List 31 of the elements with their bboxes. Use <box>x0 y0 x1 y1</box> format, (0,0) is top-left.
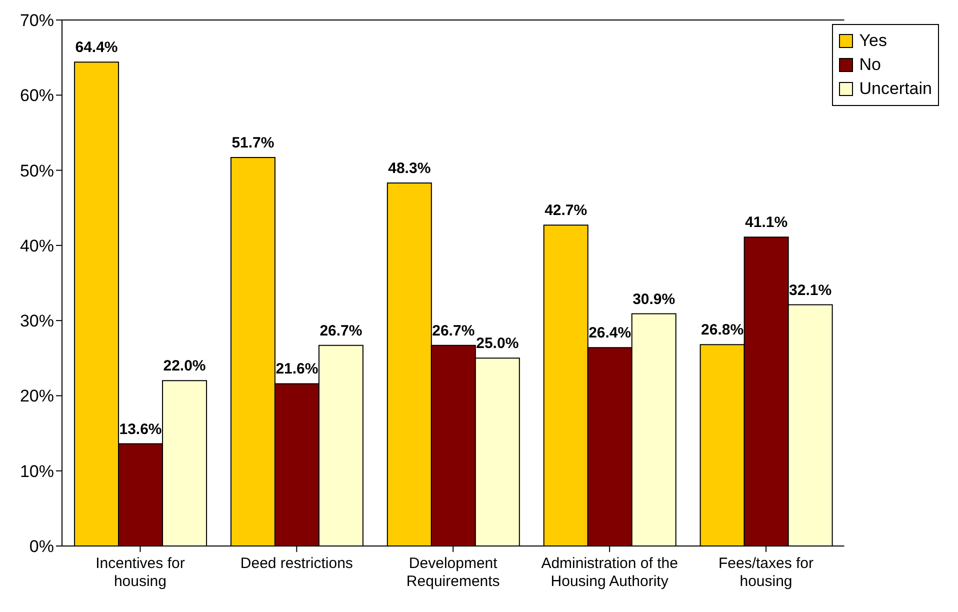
y-tick-label: 60% <box>20 86 54 106</box>
y-tick-label: 40% <box>20 236 54 256</box>
data-label: 13.6% <box>119 420 162 438</box>
y-tick-label: 70% <box>20 11 54 30</box>
y-tick-label: 0% <box>29 537 54 556</box>
data-label: 64.4% <box>75 39 118 56</box>
legend-label: Uncertain <box>859 78 932 100</box>
data-label: 21.6% <box>276 360 318 378</box>
data-label: 26.4% <box>588 324 632 342</box>
y-tick-label: 20% <box>20 386 54 406</box>
legend-label: No <box>859 54 881 76</box>
x-tick-label: Development Requirements <box>406 555 500 590</box>
y-tick-label: 10% <box>20 462 54 481</box>
data-label: 22.0% <box>163 358 206 375</box>
legend-label: Yes <box>859 30 887 52</box>
data-label: 32.1% <box>789 282 832 299</box>
data-label: 25.0% <box>476 335 519 352</box>
x-tick-label: Deed restrictions <box>240 555 353 572</box>
data-label: 26.7% <box>320 322 362 340</box>
data-label: 42.7% <box>544 202 588 220</box>
data-label: 48.3% <box>388 160 431 178</box>
data-label: 26.8% <box>701 322 744 339</box>
x-tick-label: Fees/taxes for housing <box>718 555 814 590</box>
y-tick-label: 50% <box>20 161 54 180</box>
data-label: 41.1% <box>745 214 788 232</box>
x-tick-label: Administration of the Housing Authority <box>541 555 678 590</box>
y-tick-label: 30% <box>20 312 54 331</box>
x-tick-label: Incentives for housing <box>96 555 185 590</box>
data-label: 30.9% <box>632 290 676 308</box>
data-label: 51.7% <box>232 134 274 152</box>
data-label: 26.7% <box>432 322 475 340</box>
